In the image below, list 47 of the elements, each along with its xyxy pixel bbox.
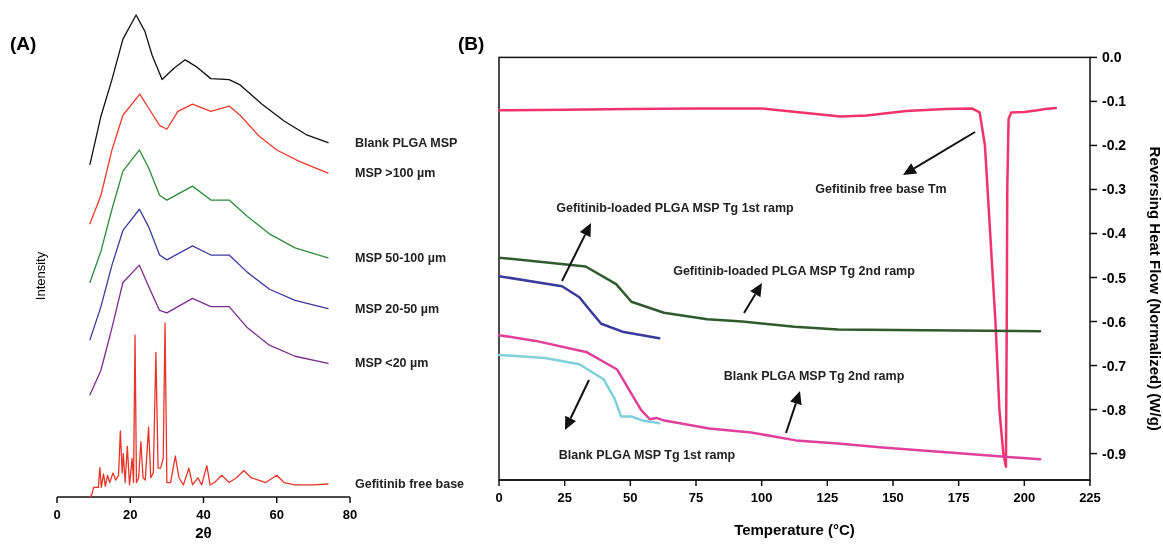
y-tick-label: 0.0 — [1102, 49, 1122, 66]
y-tick-label: -0.4 — [1102, 225, 1127, 242]
text: Gefitinib free base — [355, 476, 465, 491]
line-series — [497, 353, 661, 425]
x-tick-label: 25 — [557, 490, 572, 505]
annotation: Gefitinib free base Tm — [815, 182, 947, 196]
line-series — [497, 274, 661, 340]
text: MSP 50-100 µm — [355, 250, 447, 265]
y-tick-label: -0.6 — [1102, 313, 1127, 330]
annotation: Blank PLGA MSP Tg 2nd ramp — [723, 369, 905, 383]
x-tick-label: 0 — [53, 507, 61, 522]
x-tick-label: 200 — [1013, 490, 1036, 505]
x-tick-label: 50 — [623, 490, 638, 505]
x-tick-label: 40 — [196, 507, 211, 522]
y-tick-label: -0.5 — [1102, 269, 1127, 286]
y-axis-title: Intensity — [33, 251, 48, 301]
line-series — [497, 333, 1042, 461]
annotation: Gefitinib-loaded PLGA MSP Tg 2nd ramp — [673, 264, 916, 278]
chart-title: (B) — [458, 33, 485, 54]
text: MSP <20 µm — [355, 356, 429, 371]
y-axis-title: Reversing Heat Flow (Normalized) (W/g) — [1147, 146, 1163, 431]
x-tick-label: 175 — [947, 490, 970, 505]
y-tick-label: -0.7 — [1102, 357, 1127, 374]
x-tick-label: 20 — [123, 507, 138, 522]
y-tick-label: -0.1 — [1102, 93, 1127, 110]
text: Blank PLGA MSP — [355, 135, 458, 150]
text: MSP 20-50 µm — [355, 301, 440, 316]
text: (A) — [10, 33, 37, 54]
y-tick-label: -0.2 — [1102, 137, 1127, 154]
text: MSP >100 µm — [355, 166, 436, 181]
x-tick-label: 225 — [1079, 490, 1101, 505]
x-tick-label: 60 — [269, 507, 284, 522]
line-series — [497, 106, 1058, 469]
x-tick-label: 0 — [495, 490, 503, 505]
annotation: Blank PLGA MSP Tg 1st ramp — [558, 448, 736, 462]
x-axis-title: 2θ — [195, 524, 212, 541]
y-tick-label: -0.3 — [1102, 181, 1127, 198]
x-tick-label: 80 — [342, 507, 358, 522]
x-axis-title: Temperature (°C) — [734, 521, 855, 538]
annotation: Gefitinib-loaded PLGA MSP Tg 1st ramp — [556, 201, 795, 215]
x-tick-label: 125 — [816, 490, 839, 505]
y-tick-label: -0.8 — [1102, 401, 1127, 418]
x-tick-label: 100 — [750, 490, 773, 505]
y-tick-label: -0.9 — [1102, 445, 1127, 462]
line-series — [497, 256, 1042, 333]
x-tick-label: 150 — [882, 490, 904, 505]
x-tick-label: 75 — [688, 490, 704, 505]
